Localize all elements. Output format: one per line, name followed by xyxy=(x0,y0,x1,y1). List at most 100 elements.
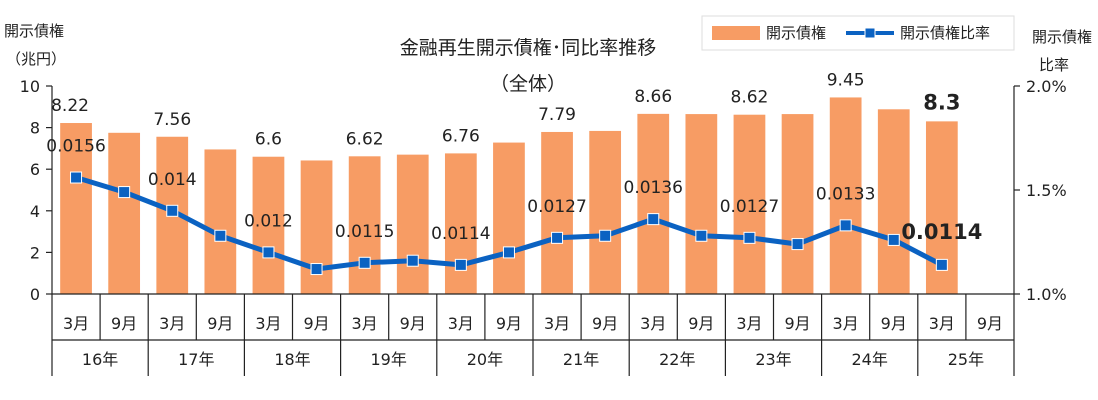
bar xyxy=(60,123,92,294)
bar xyxy=(541,131,573,294)
year-label: 18年 xyxy=(274,350,310,369)
month-label: 3月 xyxy=(352,314,378,333)
ratio-value-labels: 0.0156 0.014 0.012 0.0115 0.0114 0.0127 0.0136… xyxy=(46,137,982,244)
month-label: 9月 xyxy=(496,314,522,333)
month-label: 9月 xyxy=(784,314,810,333)
month-label: 9月 xyxy=(207,314,233,333)
bar xyxy=(637,113,670,294)
ratio-marker xyxy=(310,263,323,276)
legend-line-marker xyxy=(864,27,876,39)
right-axis-label-line1: 開示債権 xyxy=(1032,28,1092,46)
ratio-marker xyxy=(791,238,804,251)
legend: 開示債権 開示債権比率 xyxy=(701,15,1015,51)
year-label: 24年 xyxy=(852,350,888,369)
ratio-value-label: 0.0127 xyxy=(720,197,779,217)
ratio-marker xyxy=(214,229,227,242)
bar-value-label: 8.62 xyxy=(731,88,769,108)
right-tick-label: 1.0% xyxy=(1026,285,1067,304)
ratio-value-label: 0.012 xyxy=(244,211,293,231)
legend-bar-label: 開示債権 xyxy=(766,24,826,42)
chart-subtitle: （全体） xyxy=(490,73,566,95)
bar-value-label: 8.22 xyxy=(51,96,89,116)
bar xyxy=(348,156,381,294)
month-label: 3月 xyxy=(448,314,474,333)
year-label: 17年 xyxy=(178,350,214,369)
ratio-value-label: 0.0127 xyxy=(527,197,586,217)
month-label: 9月 xyxy=(111,314,137,333)
month-label: 3月 xyxy=(929,314,955,333)
month-label: 3月 xyxy=(63,314,89,333)
year-label: 21年 xyxy=(563,350,599,369)
bar-value-label: 7.56 xyxy=(153,110,191,130)
left-tick-label: 0 xyxy=(30,285,40,304)
ratio-marker xyxy=(839,219,852,232)
year-label: 19年 xyxy=(371,350,407,369)
left-tick-label: 10 xyxy=(20,77,40,96)
bar-value-label: 6.6 xyxy=(255,130,282,150)
bar-value-label: 9.45 xyxy=(827,70,865,90)
year-label: 23年 xyxy=(755,350,791,369)
right-tick-label: 2.0% xyxy=(1026,77,1067,96)
ratio-value-label: 0.0114 xyxy=(431,224,490,244)
ratio-marker xyxy=(647,213,660,226)
right-axis-label-line2: 比率 xyxy=(1039,56,1069,74)
ratio-marker xyxy=(599,229,612,242)
ratio-marker xyxy=(887,233,900,246)
left-tick-label: 2 xyxy=(30,243,40,262)
ratio-marker xyxy=(358,256,371,269)
ratio-value-label: 0.0156 xyxy=(46,137,105,157)
month-label: 3月 xyxy=(255,314,281,333)
right-tick-label: 1.5% xyxy=(1026,181,1067,200)
year-label: 16年 xyxy=(82,350,118,369)
month-label: 3月 xyxy=(640,314,666,333)
month-label: 9月 xyxy=(592,314,618,333)
bar xyxy=(781,114,814,294)
ratio-marker xyxy=(406,254,419,267)
bar xyxy=(252,156,285,294)
month-label: 3月 xyxy=(544,314,570,333)
month-label: 9月 xyxy=(881,314,907,333)
year-label: 25年 xyxy=(948,350,984,369)
ratio-marker xyxy=(551,231,564,244)
ratio-marker xyxy=(935,258,948,271)
bar xyxy=(877,109,910,295)
bar xyxy=(396,154,429,294)
ratio-marker xyxy=(502,246,515,259)
month-label: 9月 xyxy=(400,314,426,333)
legend-line-label: 開示債権比率 xyxy=(900,24,990,42)
month-label: 3月 xyxy=(736,314,762,333)
ratio-value-label: 0.0136 xyxy=(624,178,683,198)
bar-value-label: 8.66 xyxy=(634,87,672,107)
bar xyxy=(829,97,862,294)
ratio-value-label: 0.0133 xyxy=(816,184,875,204)
ratio-value-label: 0.014 xyxy=(148,170,197,190)
ratio-value-label: 0.0115 xyxy=(335,222,394,242)
ratio-marker xyxy=(166,204,179,217)
ratio-marker xyxy=(70,171,83,184)
left-tick-label: 4 xyxy=(30,202,40,221)
ratio-marker xyxy=(118,186,131,199)
bar-value-label: 6.76 xyxy=(442,126,480,146)
bar xyxy=(589,130,622,294)
left-axis-label-line1: 開示債権 xyxy=(4,22,64,40)
right-axis-ticks: 1.0% 1.5% 2.0% xyxy=(1014,77,1067,304)
bar-value-labels: 8.22 7.56 6.6 6.62 6.76 7.79 8.66 8.62 9.45 8.3 xyxy=(51,70,960,149)
left-tick-label: 6 xyxy=(30,160,40,179)
bar xyxy=(204,149,237,294)
x-axis-categories: 3月 9月 3月 9月 3月 9月 3月 9月 3月 9月 3月 9月 3月 9月 3月 9月 3月 9月 3月 9月… xyxy=(51,294,1015,376)
bar xyxy=(493,142,525,294)
bar-value-label: 8.3 xyxy=(923,90,960,114)
month-label: 3月 xyxy=(159,314,185,333)
year-label: 20年 xyxy=(467,350,503,369)
left-axis-label-line2: （兆円） xyxy=(6,50,66,68)
bar xyxy=(108,132,141,294)
bar xyxy=(685,114,718,294)
bar xyxy=(733,114,766,294)
ratio-line-series xyxy=(70,171,948,276)
month-label: 9月 xyxy=(303,314,329,333)
left-axis-ticks: 0 2 4 6 8 10 xyxy=(20,77,52,304)
ratio-marker xyxy=(454,258,467,271)
month-label: 3月 xyxy=(833,314,859,333)
ratio-marker xyxy=(743,231,756,244)
legend-bar-swatch xyxy=(712,26,760,40)
